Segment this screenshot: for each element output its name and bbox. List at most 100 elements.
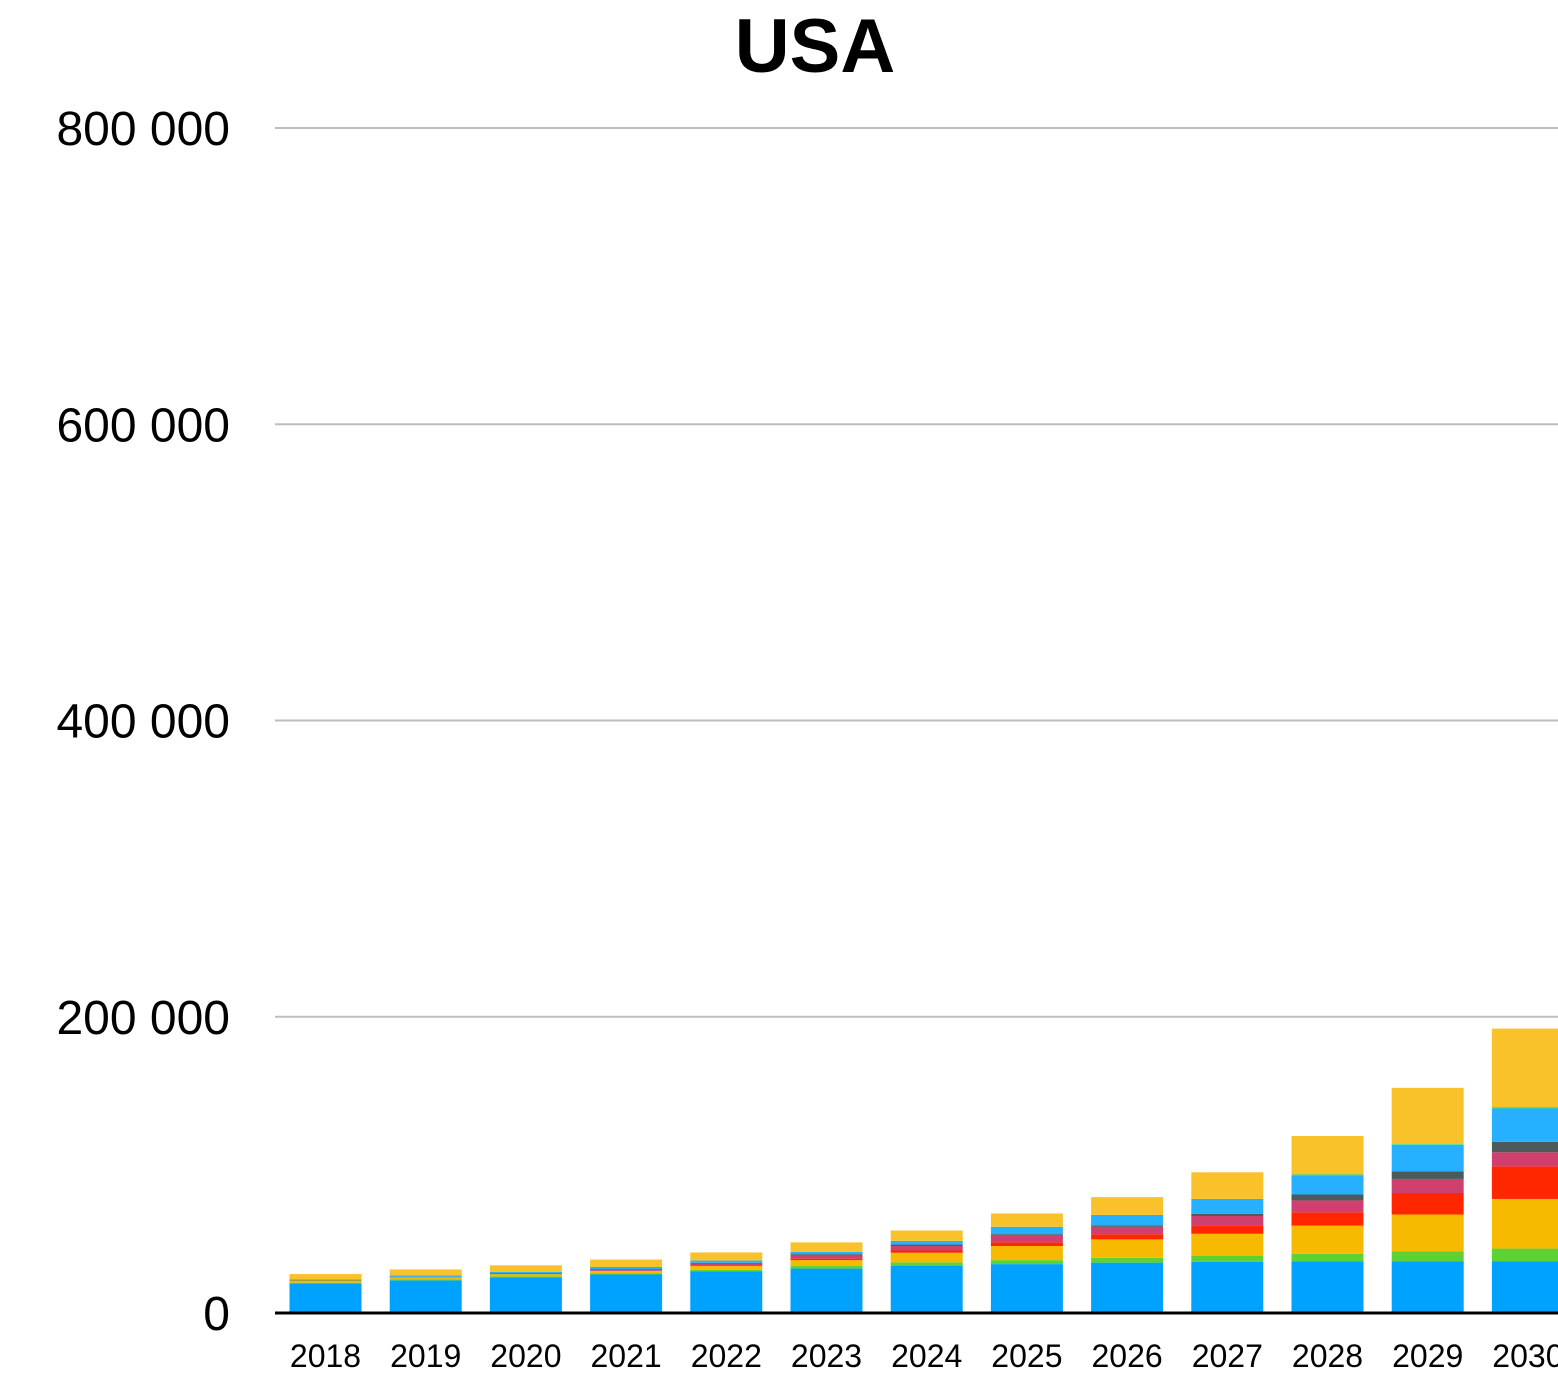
bar-segment: [1291, 1212, 1364, 1226]
x-tick-label: 2026: [1092, 1338, 1163, 1374]
bar-segment: [590, 1266, 663, 1270]
x-tick-label: 2020: [490, 1338, 561, 1374]
bar-segment: [990, 1235, 1063, 1243]
bar-segment: [389, 1279, 462, 1281]
bar-segment: [1091, 1234, 1164, 1240]
bar-segment: [1391, 1214, 1464, 1252]
bar-segment: [1091, 1239, 1164, 1258]
bar-segment: [389, 1275, 462, 1277]
bar-segment: [890, 1240, 963, 1245]
x-tick-label: 2019: [390, 1338, 461, 1374]
bar-segment: [1491, 1248, 1558, 1262]
bar-segment: [890, 1262, 963, 1266]
bar-segment: [389, 1269, 462, 1276]
bar-segment: [1491, 1108, 1558, 1142]
y-tick-label: 600 000: [56, 399, 230, 452]
bar-segment: [1391, 1171, 1464, 1179]
bar-stack-2024: [890, 1230, 963, 1313]
gridlines: [275, 127, 1558, 1018]
bar-segment: [1191, 1213, 1264, 1216]
bar-segment: [1191, 1233, 1264, 1256]
bar-segment: [489, 1276, 562, 1278]
bar-segment: [1091, 1197, 1164, 1215]
bar-segment: [1391, 1261, 1464, 1313]
bar-segment: [990, 1242, 1063, 1247]
bar-segment: [990, 1213, 1063, 1227]
bar-segment: [389, 1277, 462, 1280]
x-tick-label: 2022: [691, 1338, 762, 1374]
bar-segment: [790, 1268, 863, 1313]
bar-segment: [1291, 1225, 1364, 1254]
bar-segment: [1291, 1200, 1364, 1213]
bar-segment: [790, 1255, 863, 1259]
x-tick-label: 2024: [891, 1338, 962, 1374]
x-axis-tick-labels: 2018 2019 2020 2021 2022 2023 2024 2025 2026 2027…: [290, 1338, 1558, 1374]
bar-segment: [1191, 1198, 1264, 1214]
bar-segment: [1491, 1261, 1558, 1313]
y-axis-tick-labels: 0 200 000 400 000 600 000 800 000: [56, 103, 230, 1341]
bar-segment: [1491, 1028, 1558, 1108]
bar-segment: [790, 1254, 863, 1256]
bar-segment: [990, 1246, 1063, 1261]
bar-segment: [790, 1258, 863, 1261]
bar-segment: [1491, 1141, 1558, 1153]
bar-segment: [1291, 1175, 1364, 1195]
bar-segment: [1191, 1172, 1264, 1199]
bar-segment: [890, 1246, 963, 1251]
bar-segment: [890, 1244, 963, 1247]
x-tick-label: 2028: [1292, 1338, 1363, 1374]
bar-segment: [990, 1234, 1063, 1236]
bar-segment: [690, 1252, 763, 1261]
bar-segment: [590, 1270, 663, 1274]
bar-segment: [690, 1266, 763, 1270]
bar-segment: [1391, 1087, 1464, 1145]
bar-segment: [1191, 1225, 1264, 1234]
bar-segment: [1091, 1257, 1164, 1263]
bar-stack-2029: [1391, 1087, 1464, 1313]
x-tick-label: 2023: [791, 1338, 862, 1374]
bar-stack-2019: [389, 1269, 462, 1313]
bar-segment: [690, 1260, 763, 1263]
y-tick-label: 800 000: [56, 103, 230, 156]
bar-segment: [890, 1230, 963, 1241]
bar-segment: [1291, 1135, 1364, 1175]
bar-segment: [790, 1260, 863, 1267]
x-tick-label: 2029: [1392, 1338, 1463, 1374]
bar-segment: [1091, 1214, 1164, 1226]
bar-segment: [1191, 1215, 1264, 1226]
y-tick-label: 200 000: [56, 992, 230, 1045]
bar-segment: [590, 1274, 663, 1313]
bar-stack-2020: [489, 1265, 562, 1313]
bar-segment: [1391, 1251, 1464, 1262]
y-tick-label: 0: [203, 1288, 230, 1341]
bar-segment: [1491, 1166, 1558, 1199]
bar-segment: [1291, 1174, 1364, 1176]
bar-segment: [389, 1280, 462, 1313]
bar-segment: [1091, 1226, 1164, 1235]
bar-stack-2023: [790, 1242, 863, 1313]
bar-segment: [489, 1273, 562, 1275]
bar-segment: [790, 1266, 863, 1269]
x-tick-label: 2027: [1192, 1338, 1263, 1374]
bars: [289, 1028, 1558, 1313]
bar-stack-2018: [289, 1274, 362, 1313]
bar-segment: [1191, 1255, 1264, 1262]
x-tick-label: 2018: [290, 1338, 361, 1374]
bar-segment: [1491, 1152, 1558, 1167]
bar-segment: [1391, 1144, 1464, 1145]
bar-segment: [1391, 1144, 1464, 1172]
bar-segment: [790, 1242, 863, 1252]
bar-segment: [289, 1280, 362, 1283]
bar-segment: [690, 1265, 763, 1267]
bar-stack-2025: [990, 1213, 1063, 1313]
bar-segment: [890, 1250, 963, 1253]
bar-segment: [1291, 1194, 1364, 1201]
bar-segment: [1091, 1225, 1164, 1227]
bar-segment: [489, 1274, 562, 1277]
bar-stack-2022: [690, 1252, 763, 1313]
bar-segment: [1291, 1253, 1364, 1262]
bar-segment: [289, 1279, 362, 1280]
chart-title: USA: [735, 4, 895, 89]
